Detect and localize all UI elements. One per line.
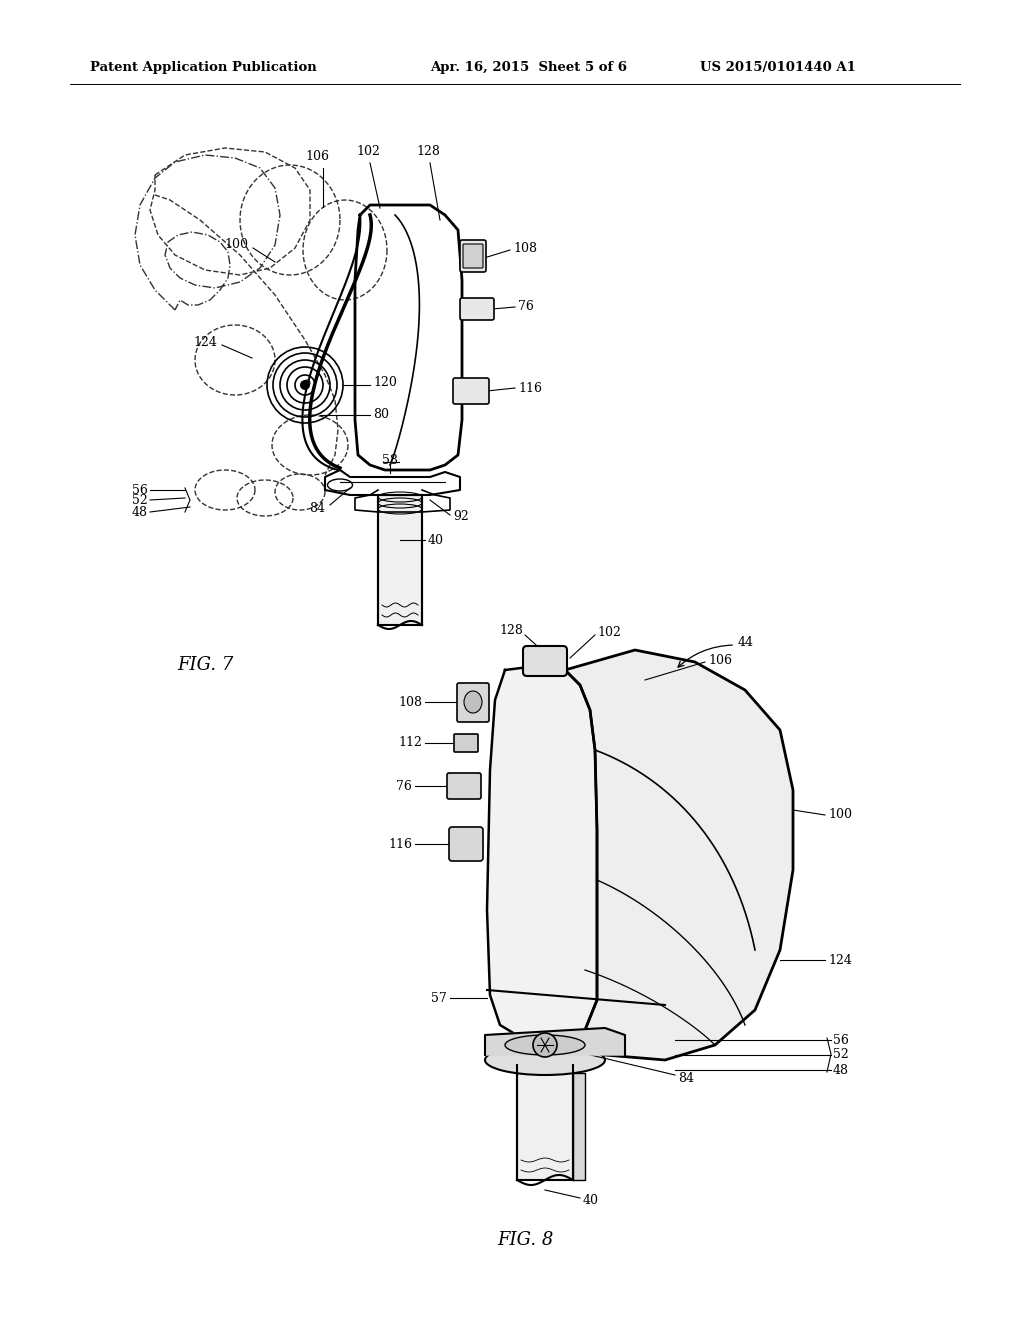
- Text: 40: 40: [428, 533, 444, 546]
- Text: 102: 102: [356, 145, 380, 158]
- FancyBboxPatch shape: [460, 240, 486, 272]
- Text: 52: 52: [833, 1048, 849, 1061]
- Text: US 2015/0101440 A1: US 2015/0101440 A1: [700, 62, 856, 74]
- Text: 116: 116: [388, 837, 412, 850]
- Text: 84: 84: [309, 502, 325, 515]
- FancyBboxPatch shape: [460, 298, 494, 319]
- Text: 56: 56: [833, 1034, 849, 1047]
- Bar: [573, 1073, 585, 1180]
- Text: 128: 128: [416, 145, 440, 158]
- Text: 100: 100: [224, 239, 248, 252]
- FancyBboxPatch shape: [447, 774, 481, 799]
- Text: 76: 76: [518, 301, 534, 314]
- Text: 48: 48: [833, 1064, 849, 1077]
- Ellipse shape: [464, 690, 482, 713]
- Text: 80: 80: [373, 408, 389, 421]
- Text: 124: 124: [828, 953, 852, 966]
- Text: FIG. 7: FIG. 7: [177, 656, 233, 675]
- Text: 57: 57: [431, 991, 447, 1005]
- Text: 116: 116: [518, 381, 542, 395]
- Text: 92: 92: [453, 511, 469, 524]
- Text: 40: 40: [583, 1193, 599, 1206]
- Bar: [378, 495, 422, 624]
- FancyBboxPatch shape: [454, 734, 478, 752]
- FancyBboxPatch shape: [457, 682, 489, 722]
- Text: 76: 76: [396, 780, 412, 792]
- Text: 124: 124: [194, 335, 217, 348]
- Text: FIG. 8: FIG. 8: [497, 1232, 553, 1249]
- Text: 108: 108: [513, 242, 537, 255]
- Polygon shape: [560, 649, 793, 1060]
- FancyBboxPatch shape: [523, 645, 567, 676]
- FancyBboxPatch shape: [463, 244, 483, 268]
- Bar: [517, 1065, 573, 1180]
- Text: 56: 56: [132, 483, 148, 496]
- Text: 48: 48: [132, 506, 148, 519]
- Text: Patent Application Publication: Patent Application Publication: [90, 62, 316, 74]
- Circle shape: [300, 380, 310, 389]
- Text: 106: 106: [305, 150, 329, 162]
- Text: Apr. 16, 2015  Sheet 5 of 6: Apr. 16, 2015 Sheet 5 of 6: [430, 62, 627, 74]
- Text: 106: 106: [708, 653, 732, 667]
- FancyBboxPatch shape: [453, 378, 489, 404]
- Text: 120: 120: [373, 376, 397, 389]
- Ellipse shape: [485, 1045, 605, 1074]
- Polygon shape: [485, 1028, 625, 1055]
- FancyBboxPatch shape: [449, 828, 483, 861]
- Polygon shape: [487, 665, 597, 1041]
- Text: 102: 102: [597, 626, 621, 639]
- Text: 58: 58: [382, 454, 398, 466]
- Text: 112: 112: [398, 737, 422, 750]
- Circle shape: [534, 1034, 557, 1057]
- Text: 128: 128: [499, 623, 523, 636]
- Text: 52: 52: [132, 494, 148, 507]
- Text: 84: 84: [678, 1072, 694, 1085]
- Text: 44: 44: [738, 635, 754, 648]
- Ellipse shape: [505, 1035, 585, 1055]
- Text: 108: 108: [398, 696, 422, 709]
- Text: 100: 100: [828, 808, 852, 821]
